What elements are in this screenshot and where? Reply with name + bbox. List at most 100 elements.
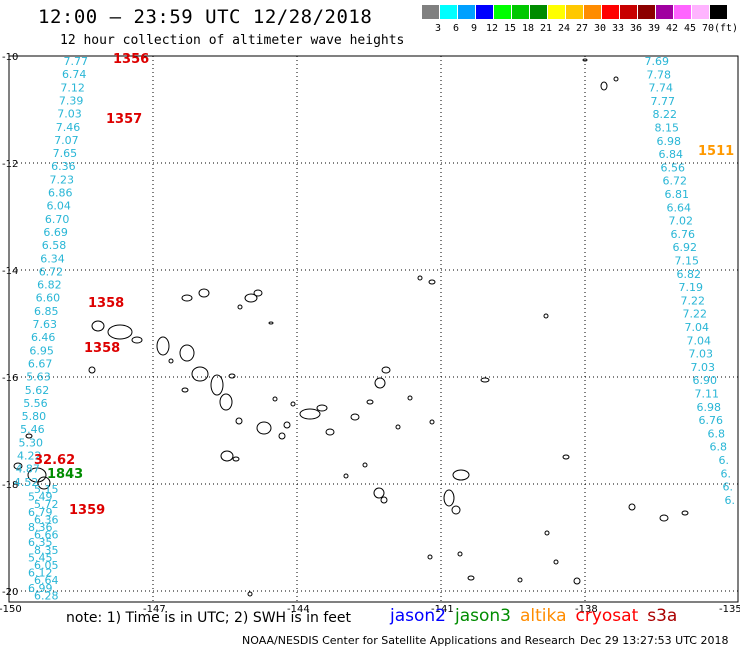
swh-value: 7.46: [56, 121, 81, 134]
island-outline: [457, 551, 463, 557]
island-outline: [517, 577, 523, 583]
swh-value: 6.28: [34, 589, 59, 602]
swh-value: 6.72: [663, 175, 688, 188]
island-outline: [343, 473, 349, 479]
legend-label: 27: [575, 23, 589, 34]
island-outline: [681, 510, 689, 516]
swh-value: 6.12: [28, 567, 53, 580]
swh-value: 6.: [721, 467, 732, 480]
swh-value: 5.62: [25, 384, 50, 397]
swh-value: 7.39: [59, 94, 84, 107]
time-label: 1356: [113, 52, 149, 67]
island-outline: [467, 575, 475, 581]
lon-tick-label: -138: [575, 604, 598, 615]
island-outline: [13, 462, 23, 470]
legend-label: 45: [683, 23, 697, 34]
swh-value: 6.99: [28, 582, 53, 595]
island-outline: [181, 387, 189, 393]
legend-label: 3: [434, 23, 442, 34]
swh-value: 6.04: [46, 200, 71, 213]
swh-value: 6.79: [28, 506, 53, 519]
legend-label: 21: [539, 23, 553, 34]
legend-label: 42: [665, 23, 679, 34]
island-outline: [107, 324, 133, 340]
swh-value: 7.04: [685, 321, 710, 334]
island-outline: [316, 404, 328, 412]
legend-label: 39: [647, 23, 661, 34]
island-outline: [381, 366, 391, 374]
swh-value: 7.69: [645, 55, 670, 68]
swh-value: 6.8: [708, 427, 726, 440]
swh-value: 6.76: [671, 228, 696, 241]
lat-tick-label: -20: [2, 587, 18, 598]
swh-value: 6.64: [34, 574, 59, 587]
timestamp-text: Dec 29 13:27:53 UTC 2018: [580, 634, 729, 647]
swh-value: 6.82: [37, 279, 62, 292]
legend-swatch: [458, 5, 475, 19]
island-outline: [428, 279, 436, 285]
island-outline: [429, 419, 435, 425]
swh-value: 6.56: [661, 161, 686, 174]
swh-value: 6.84: [659, 148, 684, 161]
satellite-legend: jason2 jason3 altika cryosat s3a: [390, 606, 686, 626]
legend-swatch: [656, 5, 673, 19]
time-label: 1359: [69, 503, 105, 518]
island-outline: [290, 401, 296, 407]
swh-value: 6.36: [51, 160, 76, 173]
island-outline: [613, 76, 619, 82]
swh-value: 7.03: [691, 361, 716, 374]
island-outline: [256, 421, 272, 435]
lat-tick-label: -12: [2, 159, 18, 170]
legend-swatch: [422, 5, 439, 19]
swh-value: 7.23: [50, 173, 75, 186]
island-outline: [350, 413, 360, 421]
swh-value: 5.80: [22, 410, 47, 423]
island-outline: [198, 288, 210, 298]
swh-value: 5.46: [20, 423, 45, 436]
island-outline: [237, 304, 243, 310]
island-outline: [427, 554, 433, 560]
island-outline: [168, 358, 174, 364]
swh-value: 6.66: [34, 529, 59, 542]
legend-swatch: [620, 5, 637, 19]
island-outline: [544, 530, 550, 536]
island-outline: [373, 487, 385, 499]
track-values: 7.776.747.127.397.037.467.077.656.367.23…: [14, 55, 735, 602]
swh-value: 8.22: [653, 108, 678, 121]
island-outline: [543, 313, 549, 319]
island-outline: [443, 489, 455, 507]
swh-value: 6.67: [28, 357, 53, 370]
swh-value: 6.: [719, 454, 730, 467]
island-outline: [272, 396, 278, 402]
time-label: 1357: [106, 112, 142, 127]
swh-value: 6.: [725, 494, 736, 507]
axis-labels: -10 -12 -14 -16 -18 -20 -150 -147 -144 -141 -138 -1…: [0, 52, 740, 615]
swh-value: 5.63: [26, 371, 51, 384]
legend-label: 12: [485, 23, 499, 34]
swh-value: 6.95: [29, 344, 54, 357]
legend-swatch: [530, 5, 547, 19]
island-outline: [244, 293, 258, 303]
swh-value: 5.72: [34, 498, 59, 511]
island-outline: [88, 366, 96, 374]
satellite-s3a: s3a: [647, 606, 678, 626]
swh-value: 6.82: [677, 268, 702, 281]
island-outline: [235, 417, 243, 425]
swh-value: 6.98: [657, 135, 682, 148]
swh-value: 6.90: [693, 374, 718, 387]
swh-value: 6.8: [710, 441, 728, 454]
island-outline: [628, 503, 636, 511]
legend-swatch: [710, 5, 727, 19]
island-outline: [179, 344, 195, 362]
legend-swatch: [566, 5, 583, 19]
map-subtitle: 12 hour collection of altimeter wave hei…: [60, 33, 405, 48]
swh-value: 5.30: [19, 436, 44, 449]
footer-note: note: 1) Time is in UTC; 2) SWH is in fe…: [66, 610, 352, 626]
island-outline: [362, 462, 368, 468]
swh-value: 7.07: [54, 134, 79, 147]
island-outline: [407, 395, 413, 401]
island-outline: [156, 336, 170, 356]
island-outline: [299, 408, 321, 420]
island-outline: [480, 377, 490, 383]
